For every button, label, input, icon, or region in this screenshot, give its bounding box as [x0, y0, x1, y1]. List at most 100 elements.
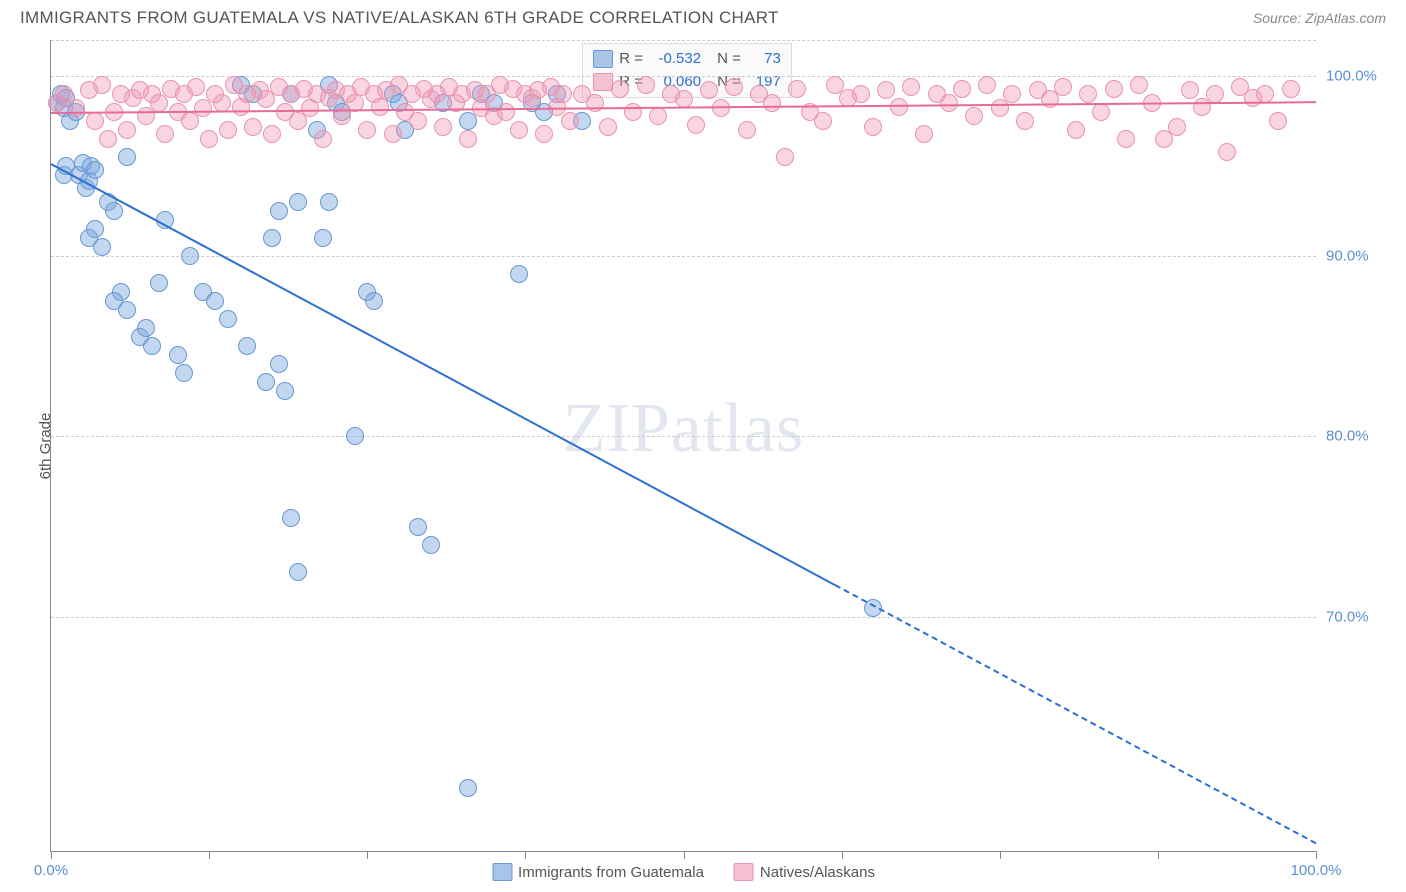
data-point [346, 427, 364, 445]
legend-item: Natives/Alaskans [734, 863, 875, 881]
legend-swatch [734, 863, 754, 881]
data-point [497, 103, 515, 121]
data-point [902, 78, 920, 96]
xtick-label: 100.0% [1291, 862, 1342, 879]
data-point [365, 292, 383, 310]
data-point [371, 98, 389, 116]
trend-line [835, 584, 1317, 844]
xtick [209, 851, 210, 859]
xtick [51, 851, 52, 859]
data-point [1105, 80, 1123, 98]
data-point [86, 112, 104, 130]
ytick-label: 70.0% [1326, 608, 1390, 625]
source-label: Source: ZipAtlas.com [1253, 10, 1386, 26]
xtick [684, 851, 685, 859]
n-label: N = [717, 48, 741, 71]
data-point [712, 99, 730, 117]
data-point [137, 319, 155, 337]
data-point [270, 202, 288, 220]
data-point [649, 107, 667, 125]
legend-item: Immigrants from Guatemala [492, 863, 704, 881]
watermark-bold: ZIP [563, 390, 671, 467]
data-point [1206, 85, 1224, 103]
data-point [700, 81, 718, 99]
data-point [1256, 85, 1274, 103]
data-point [535, 125, 553, 143]
xtick [1000, 851, 1001, 859]
data-point [561, 112, 579, 130]
data-point [1054, 78, 1072, 96]
data-point [940, 94, 958, 112]
data-point [814, 112, 832, 130]
data-point [965, 107, 983, 125]
xtick [367, 851, 368, 859]
data-point [282, 509, 300, 527]
data-point [624, 103, 642, 121]
data-point [194, 99, 212, 117]
xtick-label: 0.0% [34, 862, 68, 879]
data-point [289, 563, 307, 581]
data-point [118, 148, 136, 166]
gridline [51, 617, 1316, 618]
data-point [118, 301, 136, 319]
xtick [1316, 851, 1317, 859]
data-point [1003, 85, 1021, 103]
data-point [150, 274, 168, 292]
data-point [877, 81, 895, 99]
series-legend: Immigrants from Guatemala Natives/Alaskan… [492, 863, 875, 881]
data-point [1016, 112, 1034, 130]
xtick [1158, 851, 1159, 859]
data-point [459, 779, 477, 797]
data-point [763, 94, 781, 112]
data-point [1269, 112, 1287, 130]
stats-row: R =-0.532N =73 [593, 48, 781, 71]
data-point [93, 238, 111, 256]
data-point [434, 118, 452, 136]
data-point [213, 94, 231, 112]
data-point [611, 80, 629, 98]
data-point [409, 112, 427, 130]
data-point [200, 130, 218, 148]
watermark-thin: atlas [671, 390, 804, 467]
data-point [599, 118, 617, 136]
data-point [175, 364, 193, 382]
data-point [915, 125, 933, 143]
data-point [181, 247, 199, 265]
data-point [358, 121, 376, 139]
n-value: 73 [747, 48, 781, 71]
data-point [169, 346, 187, 364]
data-point [187, 78, 205, 96]
data-point [1218, 143, 1236, 161]
data-point [206, 292, 224, 310]
data-point [86, 161, 104, 179]
data-point [459, 130, 477, 148]
r-value: -0.532 [649, 48, 701, 71]
data-point [978, 76, 996, 94]
chart-title: IMMIGRANTS FROM GUATEMALA VS NATIVE/ALAS… [20, 8, 779, 28]
data-point [738, 121, 756, 139]
data-point [314, 130, 332, 148]
data-point [99, 130, 117, 148]
gridline [51, 436, 1316, 437]
legend-label: Immigrants from Guatemala [518, 864, 704, 881]
data-point [93, 76, 111, 94]
data-point [953, 80, 971, 98]
data-point [263, 229, 281, 247]
data-point [725, 78, 743, 96]
data-point [320, 193, 338, 211]
data-point [314, 229, 332, 247]
legend-label: Natives/Alaskans [760, 864, 875, 881]
data-point [263, 125, 281, 143]
data-point [1067, 121, 1085, 139]
legend-swatch [593, 50, 613, 68]
ytick-label: 80.0% [1326, 428, 1390, 445]
data-point [510, 121, 528, 139]
data-point [150, 94, 168, 112]
data-point [219, 121, 237, 139]
data-point [1282, 80, 1300, 98]
data-point [238, 337, 256, 355]
data-point [510, 265, 528, 283]
data-point [1168, 118, 1186, 136]
data-point [156, 125, 174, 143]
data-point [270, 355, 288, 373]
